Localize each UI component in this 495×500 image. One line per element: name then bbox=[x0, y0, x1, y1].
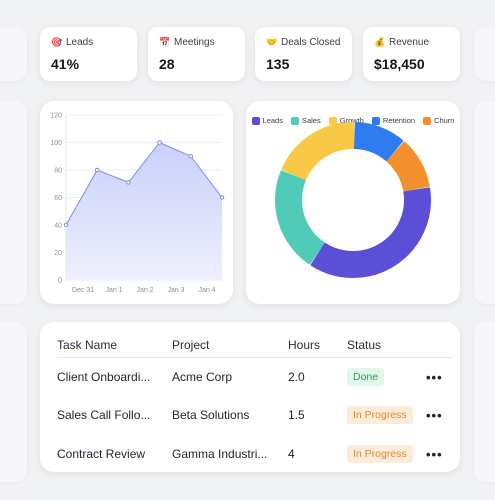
x-tick-label: Jan 4 bbox=[198, 287, 215, 294]
table-header: Task Name Project Hours Status bbox=[40, 332, 460, 358]
data-point bbox=[188, 153, 194, 159]
stat-value: 41% bbox=[51, 56, 80, 72]
header-divider bbox=[57, 357, 452, 358]
legend-swatch bbox=[328, 116, 337, 125]
x-tick-label: Jan 3 bbox=[167, 287, 184, 294]
background-card-left-top bbox=[0, 27, 27, 81]
stat-card-deals-closed[interactable]: 🤝 Deals Closed 135 bbox=[255, 27, 352, 81]
legend-label: Churn bbox=[434, 116, 455, 125]
data-point bbox=[157, 140, 162, 145]
legend-swatch bbox=[423, 116, 432, 125]
row-menu-icon[interactable]: ••• bbox=[426, 407, 443, 423]
data-point bbox=[219, 195, 225, 200]
data-point bbox=[126, 180, 131, 185]
x-tick-label: Dec 31 bbox=[72, 287, 94, 294]
y-tick-label: 100 bbox=[50, 140, 62, 147]
stat-card-revenue[interactable]: 💰 Revenue $18,450 bbox=[363, 27, 460, 81]
tasks-table: Task Name Project Hours Status Client On… bbox=[40, 322, 460, 472]
cell-project: Gamma Industri... bbox=[172, 447, 268, 461]
status-badge: Done bbox=[347, 368, 385, 386]
stat-label: Revenue bbox=[389, 37, 430, 48]
series-line bbox=[65, 141, 223, 226]
stat-value: $18,450 bbox=[374, 56, 425, 72]
legend-item-retention[interactable]: Retention bbox=[371, 116, 416, 125]
legend-swatch bbox=[371, 116, 380, 125]
x-tick-label: Jan 2 bbox=[136, 287, 153, 294]
legend-swatch bbox=[251, 116, 260, 125]
y-tick-label: 20 bbox=[54, 250, 62, 257]
stat-label: Meetings bbox=[174, 37, 215, 48]
table-row[interactable]: Sales Call Follo... Beta Solutions 1.5 I… bbox=[40, 403, 460, 427]
y-tick-label: 60 bbox=[54, 195, 62, 202]
legend-item-leads[interactable]: Leads bbox=[251, 116, 283, 125]
money-bag-icon: 💰 bbox=[374, 37, 386, 47]
row-menu-icon[interactable]: ••• bbox=[426, 369, 443, 385]
header-hours[interactable]: Hours bbox=[288, 338, 321, 352]
cell-hours: 4 bbox=[288, 447, 295, 461]
stat-card-meetings[interactable]: 📅 Meetings 28 bbox=[148, 27, 245, 81]
stat-label: Leads bbox=[66, 37, 94, 48]
x-tick-label: Jan 1 bbox=[105, 287, 122, 294]
header-status[interactable]: Status bbox=[347, 338, 382, 352]
data-point bbox=[94, 167, 100, 173]
status-badge: In Progress bbox=[347, 445, 413, 463]
cell-task-name: Sales Call Follo... bbox=[57, 408, 151, 422]
donut-slice-retention[interactable] bbox=[353, 122, 404, 162]
donut-slice-sales[interactable] bbox=[275, 170, 325, 265]
y-tick-label: 0 bbox=[58, 278, 62, 285]
cell-project: Acme Corp bbox=[172, 370, 233, 384]
header-task-name[interactable]: Task Name bbox=[57, 338, 118, 352]
donut-chart-card: Leads Sales Growth Retention Churn bbox=[246, 101, 460, 304]
legend-label: Growth bbox=[339, 116, 364, 125]
data-point bbox=[63, 222, 69, 228]
calendar-icon: 📅 bbox=[159, 37, 171, 47]
background-card-left-bottom bbox=[0, 322, 27, 482]
table-row[interactable]: Client Onboardi... Acme Corp 2.0 Done ••… bbox=[40, 365, 460, 389]
area-fill bbox=[66, 142, 222, 280]
stat-label: Deals Closed bbox=[281, 37, 341, 48]
cell-task-name: Contract Review bbox=[57, 447, 146, 461]
row-menu-icon[interactable]: ••• bbox=[426, 446, 443, 462]
background-card-right-top bbox=[474, 27, 495, 81]
cell-hours: 1.5 bbox=[288, 408, 305, 422]
legend-item-churn[interactable]: Churn bbox=[423, 116, 454, 125]
legend-item-growth[interactable]: Growth bbox=[328, 116, 364, 125]
stat-card-leads[interactable]: 🎯 Leads 41% bbox=[40, 27, 137, 81]
target-icon: 🎯 bbox=[51, 37, 63, 47]
stat-value: 135 bbox=[266, 56, 290, 72]
line-chart-card: 0 20 40 60 80 100 120 Dec 31 Jan 1 Jan 2 Jan 3 Jan… bbox=[40, 101, 233, 304]
legend-item-sales[interactable]: Sales bbox=[290, 116, 321, 125]
background-card-right-mid bbox=[474, 101, 495, 304]
header-project[interactable]: Project bbox=[172, 338, 210, 352]
legend-label: Leads bbox=[262, 116, 283, 125]
table-row[interactable]: Contract Review Gamma Industri... 4 In P… bbox=[40, 442, 460, 466]
cell-project: Beta Solutions bbox=[172, 408, 250, 422]
donut-chart bbox=[275, 122, 431, 278]
donut-slice-leads[interactable] bbox=[310, 187, 431, 278]
y-tick-label: 40 bbox=[54, 223, 62, 230]
chart-legend: Leads Sales Growth Retention Churn bbox=[246, 116, 460, 125]
handshake-icon: 🤝 bbox=[266, 37, 278, 47]
background-card-left-mid bbox=[0, 101, 27, 304]
donut-slice-growth[interactable] bbox=[281, 122, 355, 181]
donut-slice-churn[interactable] bbox=[386, 141, 430, 192]
legend-label: Retention bbox=[382, 116, 416, 125]
background-card-right-bottom bbox=[474, 322, 495, 482]
y-tick-label: 120 bbox=[50, 113, 62, 120]
line-chart: 0 20 40 60 80 100 120 Dec 31 Jan 1 Jan 2 Jan 3 Jan… bbox=[50, 113, 225, 294]
status-badge: In Progress bbox=[347, 406, 413, 424]
legend-label: Sales bbox=[301, 116, 321, 125]
legend-swatch bbox=[290, 116, 299, 125]
stat-value: 28 bbox=[159, 56, 175, 72]
cell-task-name: Client Onboardi... bbox=[57, 370, 151, 384]
y-tick-label: 80 bbox=[54, 168, 62, 175]
cell-hours: 2.0 bbox=[288, 370, 305, 384]
